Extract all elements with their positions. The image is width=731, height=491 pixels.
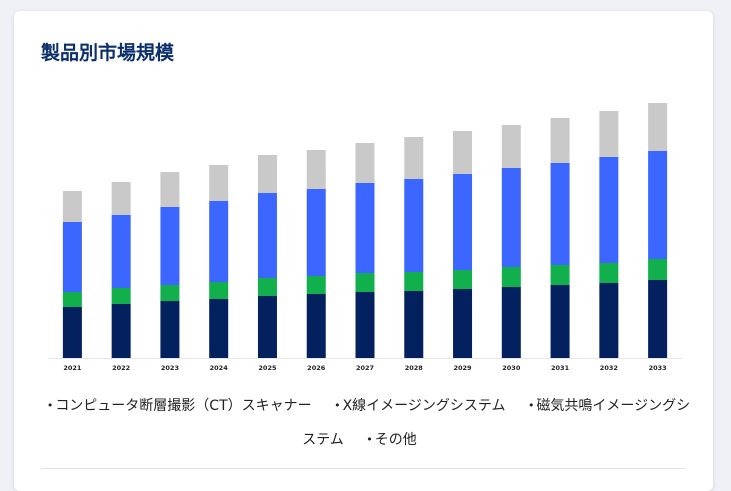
bar-segment-2033-series-1[interactable] — [648, 259, 668, 280]
stacked-bar-chart: 2021 2022 2023 2024 2025 2026 2027 2028 2029 2030… — [48, 103, 682, 372]
bar-segment-2031-series-2[interactable] — [550, 163, 570, 265]
bar-segment-2027-series-3[interactable] — [355, 143, 375, 183]
x-tick-label-2027: 2027 — [356, 364, 374, 372]
bar-segment-2021-series-2[interactable] — [62, 222, 82, 292]
bar-segment-2022-series-0[interactable] — [111, 304, 131, 358]
bar-segment-2021-series-0[interactable] — [62, 307, 82, 358]
bar-segment-2025-series-2[interactable] — [257, 193, 277, 278]
bar-segment-2025-series-3[interactable] — [257, 155, 277, 193]
x-tick-label-2024: 2024 — [210, 364, 229, 372]
bar-segment-2027-series-1[interactable] — [355, 273, 375, 292]
bar-segment-2030-series-1[interactable] — [501, 267, 521, 287]
bar-segment-2024-series-0[interactable] — [209, 299, 229, 358]
bar-segment-2031-series-1[interactable] — [550, 265, 570, 285]
legend-label-other: その他 — [374, 432, 417, 448]
x-tick-label-2028: 2028 — [405, 364, 424, 372]
bar-segment-2023-series-0[interactable] — [160, 301, 180, 358]
bar-segment-2030-series-0[interactable] — [501, 287, 521, 358]
bar-segment-2033-series-0[interactable] — [648, 280, 668, 358]
legend-label-xray: X線イメージングシステム — [342, 398, 506, 414]
bar-segment-2026-series-3[interactable] — [306, 150, 326, 189]
bullet-icon: • — [527, 399, 535, 412]
bar-segment-2029-series-2[interactable] — [453, 174, 473, 270]
bar-segment-2033-series-2[interactable] — [648, 151, 668, 259]
bar-segment-2023-series-2[interactable] — [160, 207, 180, 285]
chart-card: 製品別市場規模 2021 2022 2023 2024 2025 2026 2027 2028… — [14, 11, 713, 491]
bar-segment-2024-series-2[interactable] — [209, 201, 229, 282]
x-tick-label-2031: 2031 — [551, 364, 570, 372]
bar-segment-2030-series-2[interactable] — [501, 168, 521, 267]
x-tick-label-2023: 2023 — [161, 364, 179, 372]
x-tick-label-2021: 2021 — [63, 364, 82, 372]
legend-item-xray[interactable]: • X線イメージングシステム — [334, 389, 505, 423]
bar-segment-2032-series-2[interactable] — [599, 157, 619, 263]
bar-segment-2028-series-3[interactable] — [404, 137, 424, 179]
bar-segment-2026-series-0[interactable] — [306, 294, 326, 358]
x-tick-label-2030: 2030 — [502, 364, 521, 372]
bullet-icon: • — [46, 399, 54, 412]
bar-segment-2022-series-2[interactable] — [111, 215, 131, 288]
bar-segment-2029-series-3[interactable] — [453, 131, 473, 174]
divider — [41, 468, 686, 469]
bar-segment-2030-series-3[interactable] — [501, 125, 521, 168]
x-tick-label-2032: 2032 — [600, 364, 618, 372]
bar-segment-2027-series-2[interactable] — [355, 183, 375, 273]
bar-segment-2023-series-1[interactable] — [160, 285, 180, 301]
bar-segment-2031-series-0[interactable] — [550, 285, 570, 358]
bar-segment-2024-series-3[interactable] — [209, 165, 229, 201]
x-tick-label-2029: 2029 — [453, 364, 472, 372]
bullet-icon: • — [366, 433, 373, 446]
bar-segment-2025-series-0[interactable] — [257, 296, 277, 358]
chart-legend: • コンピュータ断層撮影（CT）スキャナー • X線イメージングシステム • 磁気共鳴… — [34, 389, 694, 457]
bar-segment-2025-series-1[interactable] — [257, 278, 277, 296]
bar-segment-2024-series-1[interactable] — [209, 282, 229, 299]
x-tick-label-2033: 2033 — [649, 364, 667, 372]
bar-segment-2023-series-3[interactable] — [160, 172, 180, 207]
bar-segment-2027-series-0[interactable] — [355, 292, 375, 358]
legend-item-mri[interactable]: • 磁気共鳴イメージングシステム — [302, 398, 690, 448]
chart-title: 製品別市場規模 — [41, 42, 175, 64]
bar-segment-2032-series-1[interactable] — [599, 263, 619, 283]
legend-label-ct: コンピュータ断層撮影（CT）スキャナー — [55, 398, 312, 414]
bar-segment-2021-series-3[interactable] — [62, 191, 82, 222]
x-tick-label-2022: 2022 — [112, 364, 130, 372]
bar-segment-2032-series-0[interactable] — [599, 283, 619, 358]
bar-segment-2021-series-1[interactable] — [62, 292, 82, 307]
legend-item-other[interactable]: • その他 — [366, 423, 417, 457]
legend-label-mri: 磁気共鳴イメージングシステム — [302, 398, 691, 448]
bar-segment-2032-series-3[interactable] — [599, 111, 619, 157]
legend-item-ct[interactable]: • コンピュータ断層撮影（CT）スキャナー — [47, 389, 312, 423]
bar-segment-2033-series-3[interactable] — [648, 103, 668, 151]
bar-segment-2028-series-2[interactable] — [404, 179, 424, 272]
bullet-icon: • — [334, 399, 341, 412]
x-tick-label-2025: 2025 — [258, 364, 277, 372]
bar-segment-2022-series-1[interactable] — [111, 288, 131, 304]
bar-segment-2026-series-1[interactable] — [306, 276, 326, 294]
bar-segment-2028-series-1[interactable] — [404, 272, 424, 291]
bar-segment-2029-series-1[interactable] — [453, 270, 473, 289]
bar-segment-2026-series-2[interactable] — [306, 189, 326, 276]
bar-segment-2031-series-3[interactable] — [550, 118, 570, 163]
bar-segment-2029-series-0[interactable] — [453, 289, 473, 358]
bar-segment-2022-series-3[interactable] — [111, 182, 131, 215]
bar-segment-2028-series-0[interactable] — [404, 291, 424, 358]
x-tick-label-2026: 2026 — [307, 364, 326, 372]
